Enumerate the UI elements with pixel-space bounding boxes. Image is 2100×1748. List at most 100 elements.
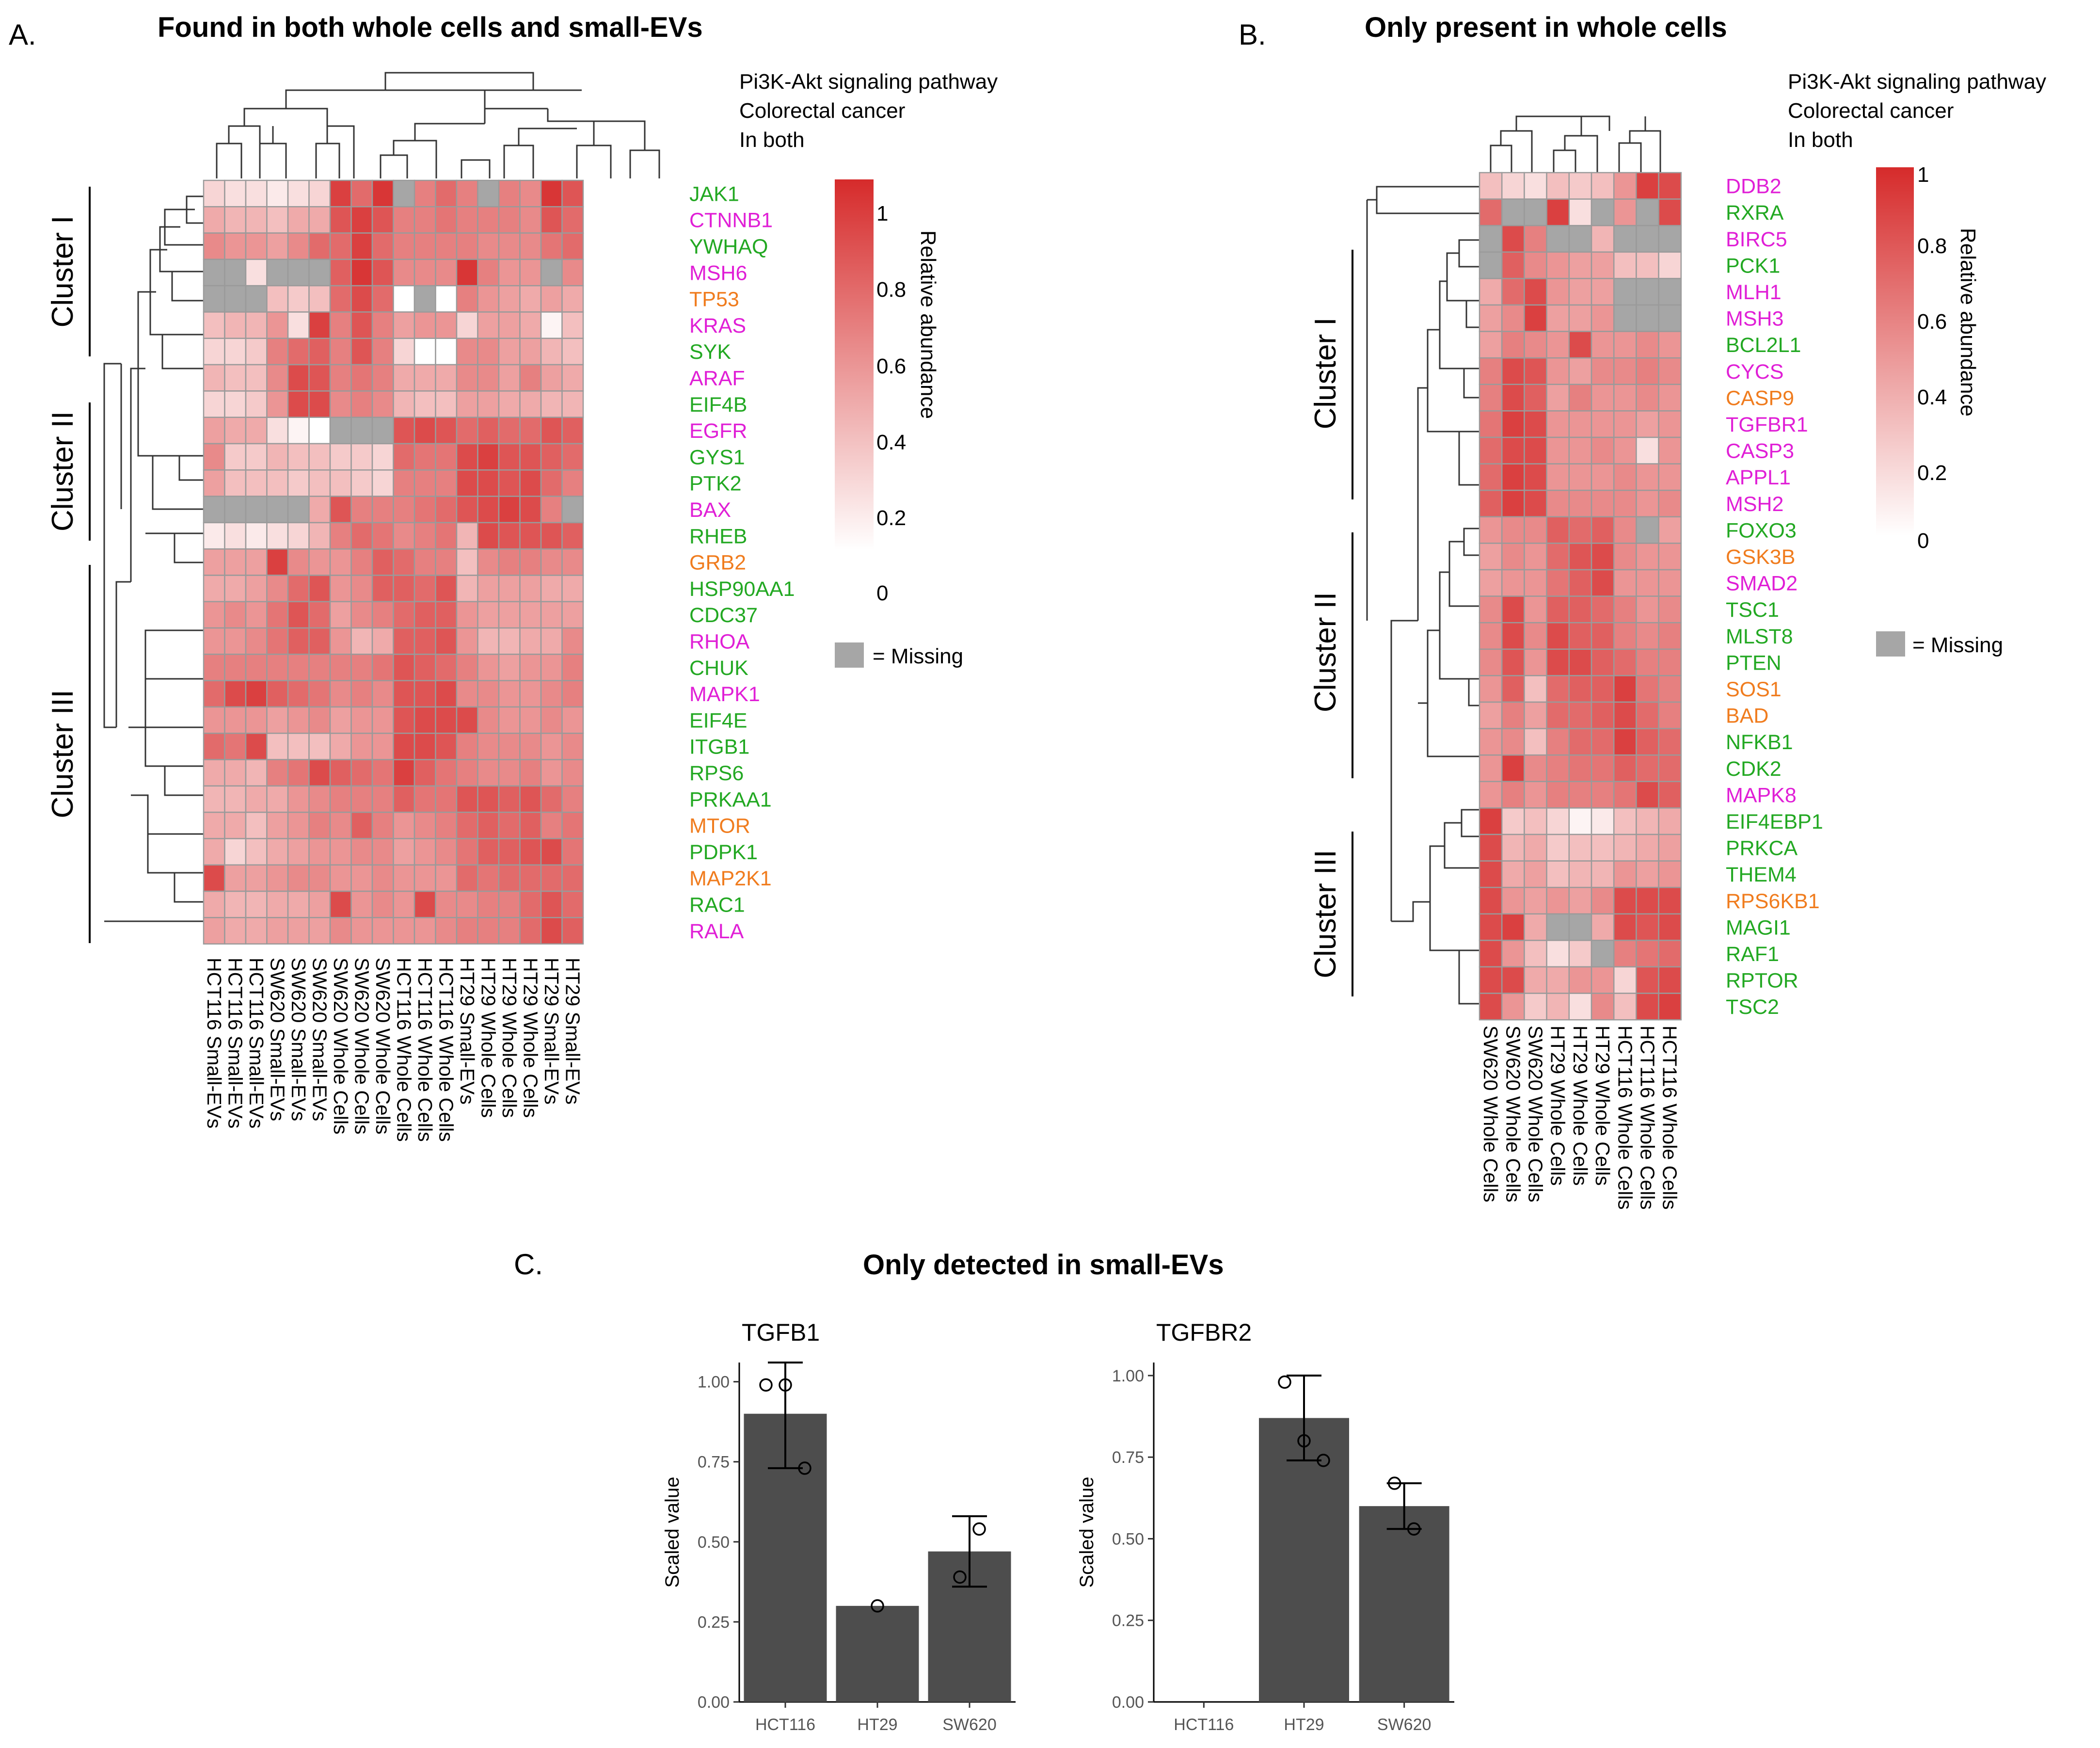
heatmap-cell (245, 811, 268, 839)
heatmap-cell (1479, 251, 1503, 279)
heatmap-cell (329, 759, 352, 787)
heatmap-cell (1479, 595, 1503, 624)
heatmap-cell (1546, 489, 1570, 518)
heatmap-cell (245, 285, 268, 313)
heatmap-cell (540, 838, 563, 866)
heatmap-cell (1613, 993, 1637, 1021)
heatmap-cell (371, 838, 394, 866)
heatmap-cell (1591, 569, 1615, 597)
heatmap-cell (1636, 569, 1659, 597)
heatmap-a-column-label: SW620 Small-EVs (266, 958, 288, 1121)
heatmap-cell (519, 469, 542, 497)
heatmap-a-row-label-prkaa1: PRKAA1 (689, 788, 772, 811)
heatmap-b-row-label-magi1: MAGI1 (1726, 916, 1791, 939)
heatmap-cell (266, 785, 289, 813)
heatmap-cell (203, 627, 225, 655)
heatmap-cell (224, 733, 247, 760)
heatmap-cell (224, 390, 247, 418)
heatmap-cell (308, 469, 331, 497)
heatmap-cell (435, 443, 458, 471)
heatmap-cell (435, 601, 458, 629)
heatmap-b-row-label-msh2: MSH2 (1726, 493, 1783, 516)
heatmap-cell (1546, 754, 1570, 783)
heatmap-cell (1501, 728, 1525, 756)
heatmap-a-row-label-eif4b: EIF4B (689, 393, 748, 417)
heatmap-cell (266, 417, 289, 445)
heatmap-cell (456, 258, 478, 287)
heatmap-cell (456, 179, 478, 208)
heatmap-cell (561, 601, 584, 629)
heatmap-cell (414, 706, 436, 734)
heatmap-cell (371, 627, 394, 655)
heatmap-cell (477, 179, 500, 208)
heatmap-cell (1479, 807, 1503, 835)
heatmap-cell (519, 206, 542, 234)
heatmap-cell (266, 232, 289, 260)
heatmap-cell (287, 232, 310, 260)
heatmap-cell (435, 654, 458, 681)
heatmap-cell (414, 232, 436, 260)
legend-both-label: In both (739, 128, 805, 152)
heatmap-cell (1546, 331, 1570, 359)
heatmap-cell (266, 654, 289, 681)
heatmap-cell (498, 785, 521, 813)
heatmap-cell (519, 759, 542, 787)
heatmap-cell (561, 917, 584, 945)
legend-colorectal-label: Colorectal cancer (739, 99, 905, 123)
heatmap-cell (1524, 543, 1547, 571)
heatmap-cell (477, 311, 500, 339)
heatmap-cell (498, 654, 521, 681)
heatmap-cell (435, 285, 458, 313)
heatmap-cell (245, 785, 268, 813)
cluster-b-1-label: Cluster I (1309, 318, 1342, 430)
heatmap-cell (1524, 728, 1547, 756)
heatmap-cell (1524, 331, 1547, 359)
heatmap-cell (329, 337, 352, 366)
heatmap-b-row-label-them4: THEM4 (1726, 863, 1797, 886)
heatmap-cell (329, 311, 352, 339)
scale-b-title: Relative abundance (1956, 228, 1980, 417)
heatmap-cell (224, 258, 247, 287)
heatmap-cell (1613, 595, 1637, 624)
heatmap-cell (1524, 834, 1547, 862)
heatmap-cell (1658, 489, 1682, 518)
heatmap-cell (1546, 384, 1570, 412)
heatmap-cell (224, 522, 247, 550)
heatmap-cell (1636, 860, 1659, 888)
heatmap-cell (1658, 595, 1682, 624)
heatmap-cell (350, 785, 373, 813)
heatmap-cell (203, 864, 225, 892)
heatmap-cell (308, 654, 331, 681)
heatmap-cell (414, 285, 436, 313)
heatmap-b-column-label: SW620 Whole Cells (1502, 1026, 1524, 1203)
panel-b-dendrogram-top (1490, 115, 1661, 172)
scale-a-tick-0: 0 (876, 581, 888, 605)
heatmap-cell (308, 601, 331, 629)
heatmap-cell (456, 417, 478, 445)
heatmap-cell (519, 733, 542, 760)
heatmap-cell (1591, 543, 1615, 571)
heatmap-cell (245, 838, 268, 866)
tgfbr2-y-tick-label: 0.50 (1112, 1530, 1144, 1548)
heatmap-cell (456, 864, 478, 892)
heatmap-a-column-label: HCT116 Small-EVs (245, 958, 268, 1128)
heatmap-cell (245, 496, 268, 524)
heatmap-cell (371, 654, 394, 681)
heatmap-cell (1568, 834, 1592, 862)
heatmap-cell (1524, 463, 1547, 491)
heatmap-cell (266, 733, 289, 760)
heatmap-cell (308, 838, 331, 866)
tgfb1-y-tick-label: 0.75 (698, 1453, 730, 1472)
heatmap-cell (1568, 860, 1592, 888)
heatmap-cell (1501, 675, 1525, 703)
heatmap-cell (414, 258, 436, 287)
heatmap-cell (498, 601, 521, 629)
heatmap-cell (1479, 834, 1503, 862)
heatmap-cell (1524, 304, 1547, 332)
heatmap-cell (1479, 860, 1503, 888)
heatmap-cell (203, 680, 225, 708)
heatmap-cell (224, 469, 247, 497)
heatmap-cell (519, 179, 542, 208)
heatmap-a-row-label-rala: RALA (689, 920, 744, 943)
heatmap-cell (308, 811, 331, 839)
